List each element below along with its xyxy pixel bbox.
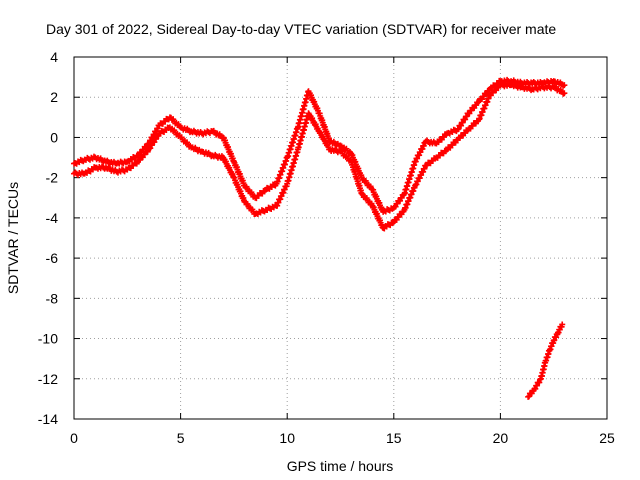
data-point-fill bbox=[458, 122, 465, 129]
x-axis-title: GPS time / hours bbox=[287, 458, 394, 474]
data-point-fill bbox=[147, 145, 154, 152]
data-point-fill bbox=[455, 125, 462, 132]
series-track-a bbox=[71, 76, 568, 215]
y-axis-title: SDTVAR / TECUs bbox=[5, 182, 21, 294]
x-tick-label: 0 bbox=[70, 430, 78, 446]
y-tick-label: 2 bbox=[50, 89, 58, 105]
data-points bbox=[71, 76, 568, 400]
data-point bbox=[561, 90, 568, 97]
x-tick-label: 5 bbox=[177, 430, 185, 446]
y-tick-labels: -14 -12 -10 -8 -6 -4 -2 0 2 4 bbox=[38, 49, 58, 427]
x-tick-label: 20 bbox=[493, 430, 509, 446]
y-tick-label: -2 bbox=[46, 170, 59, 186]
x-tick-label: 15 bbox=[386, 430, 402, 446]
y-tick-label: -8 bbox=[46, 290, 59, 306]
data-point bbox=[561, 82, 568, 89]
chart-title: Day 301 of 2022, Sidereal Day-to-day VTE… bbox=[46, 21, 556, 37]
data-point-fill bbox=[452, 139, 459, 146]
y-tick-label: -6 bbox=[46, 250, 59, 266]
data-point-fill bbox=[148, 142, 155, 149]
axis-ticks bbox=[73, 56, 608, 420]
x-tick-labels: 0 5 10 15 20 25 bbox=[70, 430, 615, 446]
plot-frame bbox=[73, 56, 608, 420]
series-track-c bbox=[525, 321, 566, 400]
y-tick-label: 4 bbox=[50, 49, 58, 65]
data-point-fill bbox=[475, 99, 482, 106]
y-tick-label: -12 bbox=[38, 371, 58, 387]
x-tick-label: 10 bbox=[279, 430, 295, 446]
y-tick-label: -4 bbox=[46, 210, 59, 226]
y-tick-label: -10 bbox=[38, 331, 58, 347]
data-point-fill bbox=[151, 139, 158, 146]
x-tick-label: 25 bbox=[599, 430, 615, 446]
y-tick-label: -14 bbox=[38, 411, 58, 427]
y-tick-label: 0 bbox=[50, 129, 58, 145]
data-point-fill bbox=[153, 135, 159, 142]
data-point bbox=[559, 321, 566, 328]
data-point-fill bbox=[462, 116, 469, 123]
data-point-fill bbox=[459, 119, 466, 126]
series-track-b bbox=[71, 80, 568, 232]
grid bbox=[74, 57, 607, 419]
